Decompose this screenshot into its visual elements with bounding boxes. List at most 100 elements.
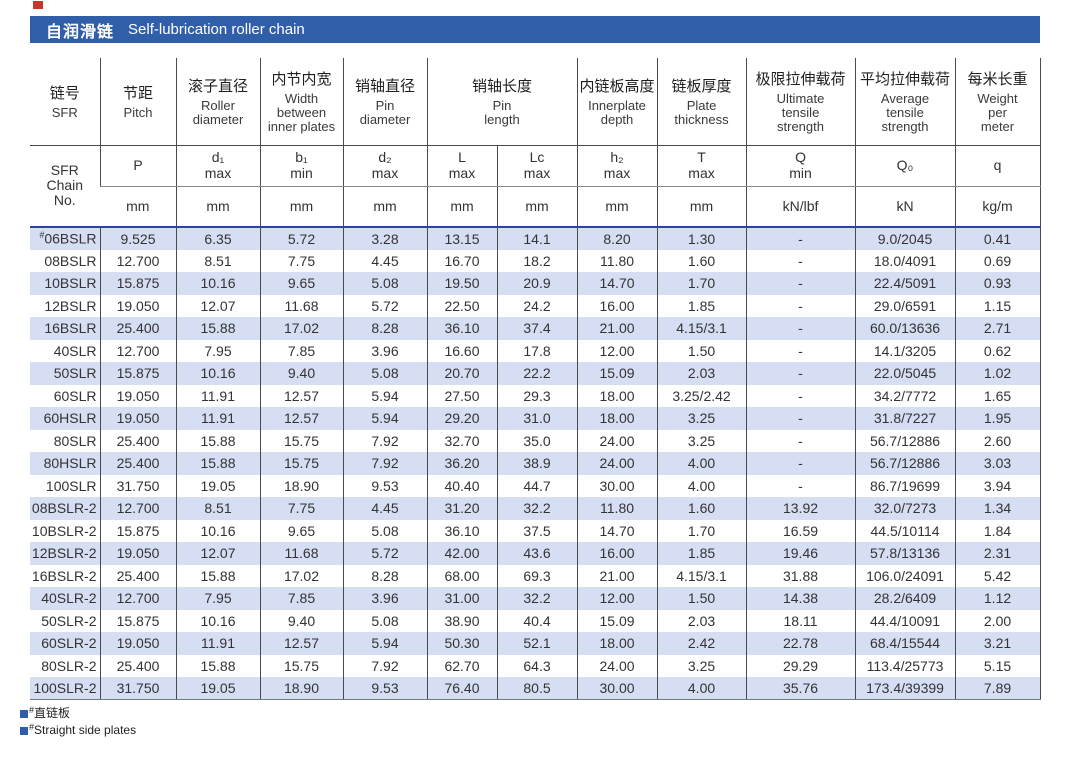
value-cell: 11.80 bbox=[576, 249, 658, 272]
value-cell: 18.90 bbox=[259, 677, 343, 700]
value-cell: 8.20 bbox=[576, 227, 658, 250]
col-header-plate-thickness: 链板厚度 Plate thickness bbox=[656, 58, 747, 146]
blue-square-icon bbox=[20, 726, 28, 735]
table-row: 80HSLR 25.400 15.88 15.75 7.92 36.20 38.9 24.00… bbox=[30, 452, 1041, 475]
value-cell: 15.875 bbox=[99, 272, 176, 295]
value-cell: 0.69 bbox=[954, 249, 1041, 272]
blue-square-icon bbox=[20, 709, 28, 718]
col-header-chain-no: 链号 SFR bbox=[30, 58, 100, 146]
chain-no-cell: 60SLR bbox=[53, 387, 97, 404]
value-cell: 15.88 bbox=[175, 317, 260, 340]
value-cell: 15.09 bbox=[576, 609, 658, 632]
value-cell: 10.16 bbox=[175, 362, 260, 385]
value-cell: 4.15/3.1 bbox=[656, 317, 747, 340]
value-cell: 31.750 bbox=[99, 677, 176, 700]
header-zh: 销轴长度 bbox=[472, 78, 533, 96]
value-cell: 3.21 bbox=[954, 632, 1041, 655]
value-cell: 12.57 bbox=[259, 407, 343, 430]
value-cell: 15.75 bbox=[259, 452, 343, 475]
value-cell: 69.3 bbox=[496, 564, 578, 587]
chain-no-cell: 12BSLR-2 bbox=[31, 545, 97, 562]
value-cell: - bbox=[745, 272, 856, 295]
value-cell: 60.0/13636 bbox=[854, 317, 956, 340]
value-cell: 37.5 bbox=[496, 519, 578, 542]
value-cell: 106.0/24091 bbox=[854, 564, 956, 587]
table-row: 50SLR-2 15.875 10.16 9.40 5.08 38.90 40.4 15.09… bbox=[30, 609, 1041, 632]
value-cell: 15.75 bbox=[259, 429, 343, 452]
value-cell: 1.65 bbox=[954, 384, 1041, 407]
value-cell: 2.42 bbox=[656, 632, 747, 655]
value-cell: 1.15 bbox=[954, 294, 1041, 317]
value-cell: 1.85 bbox=[656, 294, 747, 317]
chain-no-cell: 16BSLR bbox=[44, 320, 97, 337]
chain-no-cell: 100SLR-2 bbox=[30, 677, 100, 700]
value-cell: - bbox=[745, 384, 856, 407]
chain-no-cell: 08BSLR bbox=[44, 252, 97, 269]
col-header-weight-per-meter: 每米长重 Weight per meter bbox=[954, 58, 1041, 146]
value-cell: 2.60 bbox=[954, 429, 1041, 452]
table-row: 08BSLR-2 12.700 8.51 7.75 4.45 31.20 32.2 11.80… bbox=[30, 497, 1041, 520]
value-cell: 0.41 bbox=[954, 227, 1041, 250]
value-cell: 5.94 bbox=[342, 407, 427, 430]
value-cell: 31.20 bbox=[426, 497, 497, 520]
value-cell: 5.94 bbox=[342, 384, 427, 407]
value-cell: - bbox=[745, 362, 856, 385]
value-cell: 12.07 bbox=[175, 542, 260, 565]
value-cell: 44.5/10114 bbox=[854, 519, 956, 542]
value-cell: 9.53 bbox=[342, 474, 427, 497]
value-cell: 8.51 bbox=[175, 497, 260, 520]
table-row: 50SLR 15.875 10.16 9.40 5.08 20.70 22.2 15.09 2.… bbox=[30, 362, 1041, 385]
value-cell: 7.75 bbox=[259, 249, 343, 272]
header-zh: 节距 bbox=[122, 85, 153, 103]
value-cell: 12.07 bbox=[175, 294, 260, 317]
value-cell: 25.400 bbox=[99, 564, 176, 587]
value-cell: 113.4/25773 bbox=[854, 654, 956, 677]
value-cell: 1.50 bbox=[656, 339, 747, 362]
title-bar: 自润滑链 Self-lubrication roller chain bbox=[30, 16, 1040, 43]
value-cell: - bbox=[745, 429, 856, 452]
chain-no-cell: 60HSLR bbox=[43, 410, 97, 427]
value-cell: 44.7 bbox=[496, 474, 578, 497]
header-en: SFR bbox=[51, 105, 78, 121]
value-cell: 16.70 bbox=[426, 249, 497, 272]
col-header-pin-length: 销轴长度 Pin length bbox=[426, 58, 578, 146]
value-cell: 14.38 bbox=[745, 587, 856, 610]
value-cell: 7.92 bbox=[342, 654, 427, 677]
symbol-q-min: Q min bbox=[745, 145, 856, 187]
chain-no-cell: 80HSLR bbox=[43, 455, 97, 472]
value-cell: 27.50 bbox=[426, 384, 497, 407]
value-cell: 15.875 bbox=[99, 609, 176, 632]
value-cell: 5.08 bbox=[342, 609, 427, 632]
chain-no-cell: 10BSLR-2 bbox=[31, 522, 97, 539]
value-cell: 32.2 bbox=[496, 497, 578, 520]
value-cell: 11.68 bbox=[259, 542, 343, 565]
table-row: 12BSLR-2 19.050 12.07 11.68 5.72 42.00 43.6 16.… bbox=[30, 542, 1041, 565]
value-cell: 17.02 bbox=[259, 317, 343, 340]
page-title-en: Self-lubrication roller chain bbox=[128, 21, 305, 38]
value-cell: 1.34 bbox=[954, 497, 1041, 520]
value-cell: 9.40 bbox=[259, 362, 343, 385]
value-cell: 15.88 bbox=[175, 564, 260, 587]
table-row: 16BSLR 25.400 15.88 17.02 8.28 36.10 37.4 21.00… bbox=[30, 317, 1041, 340]
header-zh: 每米长重 bbox=[967, 71, 1028, 89]
value-cell: 40.4 bbox=[496, 609, 578, 632]
value-cell: 5.08 bbox=[342, 272, 427, 295]
footnote-zh: # 直链板 bbox=[20, 705, 136, 722]
value-cell: 7.85 bbox=[259, 339, 343, 362]
corner-cell-sfr-chain-no: SFR Chain No. bbox=[30, 145, 100, 228]
value-cell: 21.00 bbox=[576, 317, 658, 340]
value-cell: 76.40 bbox=[426, 677, 497, 700]
value-cell: 10.16 bbox=[175, 609, 260, 632]
value-cell: 1.70 bbox=[656, 519, 747, 542]
header-en: Plate thickness bbox=[674, 98, 729, 128]
value-cell: 14.1/3205 bbox=[854, 339, 956, 362]
value-cell: 56.7/12886 bbox=[854, 452, 956, 475]
value-cell: - bbox=[745, 317, 856, 340]
value-cell: 31.00 bbox=[426, 587, 497, 610]
value-cell: 56.7/12886 bbox=[854, 429, 956, 452]
value-cell: 29.3 bbox=[496, 384, 578, 407]
value-cell: 8.28 bbox=[342, 317, 427, 340]
value-cell: 35.0 bbox=[496, 429, 578, 452]
value-cell: 18.0/4091 bbox=[854, 249, 956, 272]
